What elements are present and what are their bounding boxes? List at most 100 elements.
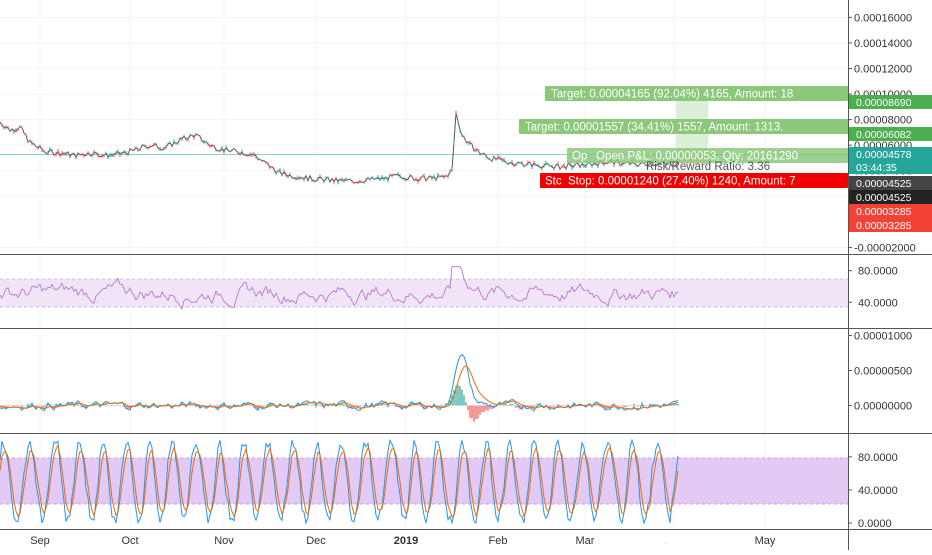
macd-bar — [481, 405, 483, 413]
macd-bar — [501, 405, 503, 406]
candle — [485, 154, 487, 158]
macd-bar — [167, 404, 169, 406]
candle — [469, 140, 471, 145]
candle — [215, 148, 217, 152]
candle — [379, 178, 381, 182]
macd-bar — [111, 405, 113, 407]
candle — [503, 157, 505, 163]
candle — [309, 174, 311, 177]
macd-bar — [553, 405, 555, 407]
macd-bar — [531, 405, 533, 408]
candle — [329, 180, 331, 184]
macd-bar — [337, 404, 339, 406]
target-2-label[interactable]: Target: 0.00001557 (34.41%) 1557, Amount… — [519, 119, 848, 134]
macd-bar — [79, 405, 81, 406]
candle — [363, 181, 365, 184]
candle — [253, 152, 255, 157]
candle — [489, 158, 491, 161]
price-badge-2: 0.00004578 — [856, 149, 912, 161]
candle — [539, 166, 541, 169]
candle — [313, 179, 315, 183]
candle — [533, 160, 535, 165]
macd-bar — [131, 404, 133, 406]
open-pl-label[interactable]: Op Open P&L: 0.00000053, Qty: 20161290 — [567, 148, 848, 163]
candle — [29, 139, 31, 142]
macd-bar — [23, 405, 25, 406]
candle — [461, 134, 463, 137]
time-tick-label: Feb — [489, 535, 508, 547]
candle — [7, 125, 9, 129]
macd-bar — [459, 386, 461, 406]
candle — [585, 164, 587, 169]
candle — [31, 141, 33, 146]
macd-bar — [635, 405, 637, 406]
candle — [579, 166, 581, 169]
stoch-k-line — [0, 438, 679, 525]
macd-bar — [329, 405, 331, 406]
candle — [569, 161, 571, 166]
candle — [129, 147, 131, 150]
candle — [151, 145, 153, 148]
candle — [131, 149, 133, 151]
macd-bar — [321, 405, 323, 407]
rsi-band — [0, 279, 848, 307]
candle — [203, 139, 205, 145]
candle — [19, 125, 21, 128]
macd-bar — [401, 405, 403, 409]
candle — [61, 151, 63, 157]
candle — [255, 154, 257, 159]
macd-pane[interactable] — [0, 353, 679, 422]
candle — [193, 135, 195, 140]
rsi-tick-label: 40.0000 — [858, 297, 898, 309]
candle — [605, 162, 607, 165]
candle — [383, 177, 385, 182]
macd-bar — [269, 402, 271, 406]
macd-bar — [231, 405, 233, 407]
price-badge-bg — [849, 95, 932, 109]
candle — [213, 144, 215, 147]
macd-bar — [455, 386, 457, 406]
macd-bar — [385, 404, 387, 406]
macd-bar — [13, 404, 15, 406]
candle — [421, 175, 423, 178]
candle — [119, 152, 121, 157]
rsi-pane[interactable] — [0, 266, 848, 310]
stoch-rsi-pane[interactable] — [0, 438, 848, 525]
candle — [291, 176, 293, 179]
macd-bar — [417, 404, 419, 406]
candle — [455, 110, 457, 116]
macd-bar — [263, 405, 265, 407]
candle — [353, 181, 355, 184]
stop-label[interactable]: Stc Stop: 0.00001240 (27.40%) 1240, Amou… — [540, 173, 848, 188]
macd-bar — [309, 405, 311, 406]
candle — [441, 174, 443, 178]
candle — [137, 148, 139, 152]
candle — [43, 150, 45, 153]
candle — [529, 161, 531, 163]
price-badge-bg — [849, 204, 932, 218]
macd-bar — [115, 405, 117, 406]
open-pl-prefix: Op — [572, 151, 587, 163]
macd-bar — [359, 405, 361, 408]
macd-bar — [357, 405, 359, 409]
macd-bar — [541, 405, 543, 406]
macd-bar — [441, 404, 443, 406]
candle — [519, 161, 521, 164]
candle — [423, 173, 425, 178]
candle — [155, 142, 157, 146]
macd-bar — [57, 404, 59, 406]
price-badge-6: 0.00003285 — [856, 206, 912, 218]
candle — [505, 161, 507, 164]
target-1-label[interactable]: Target: 0.00004165 (92.04%) 4165, Amount… — [545, 86, 848, 101]
candle — [439, 175, 441, 178]
price-tick-label: 0.00012000 — [854, 63, 912, 75]
candle — [157, 147, 159, 149]
candle — [581, 161, 583, 166]
price-pane[interactable]: Target: 0.00004165 (92.04%) 4165, Amount… — [0, 86, 848, 188]
candle — [359, 179, 361, 184]
candle — [219, 149, 221, 153]
macd-bar — [617, 405, 619, 408]
candle — [397, 172, 399, 177]
